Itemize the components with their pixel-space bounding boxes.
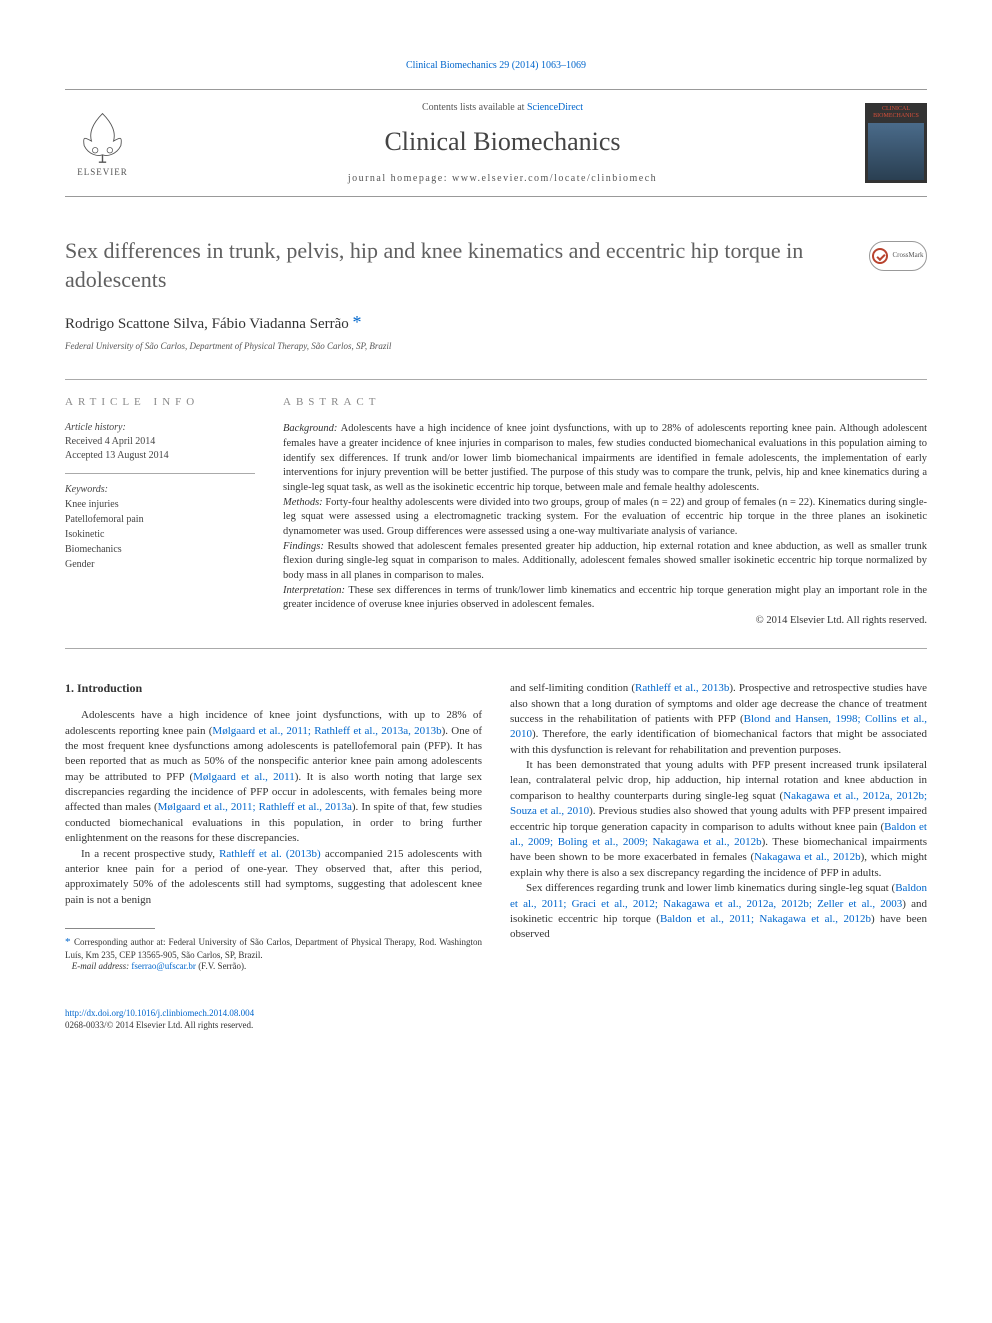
keyword-item: Isokinetic (65, 527, 255, 542)
findings-label: Findings: (283, 541, 324, 552)
email-label: E-mail address: (72, 961, 129, 971)
history-label: Article history: (65, 422, 255, 433)
masthead: ELSEVIER Contents lists available at Sci… (65, 89, 927, 197)
intro-para-4: Sex differences regarding trunk and lowe… (510, 881, 927, 943)
keywords-label: Keywords: (65, 484, 255, 495)
citation-link[interactable]: Mølgaard et al., 2011; Rathleff et al., … (212, 725, 441, 737)
journal-name: Clinical Biomechanics (140, 127, 865, 157)
citation-link[interactable]: Mølgaard et al., 2011; Rathleff et al., … (158, 801, 352, 813)
rp1-text: and self-limiting condition ( (510, 682, 635, 694)
email-link[interactable]: fserrao@ufscar.br (131, 961, 196, 971)
p2-text: In a recent prospective study, (81, 848, 219, 860)
footnote-text: Corresponding author at: Federal Univers… (65, 937, 482, 959)
homepage-prefix: journal homepage: (348, 173, 452, 184)
accepted-date: Accepted 13 August 2014 (65, 449, 255, 463)
crossmark-icon (872, 248, 888, 264)
abstract-heading: abstract (283, 396, 927, 408)
rp1-text: ). Therefore, the early identification o… (510, 728, 927, 755)
citation-link[interactable]: Nakagawa et al., 2012b (754, 851, 860, 863)
intro-para-cont: and self-limiting condition (Rathleff et… (510, 681, 927, 758)
page-footer: http://dx.doi.org/10.1016/j.clinbiomech.… (65, 1007, 927, 1032)
article-title-text: Sex differences in trunk, pelvis, hip an… (65, 238, 803, 292)
crossmark-label: CrossMark (892, 251, 923, 260)
abstract-copyright: © 2014 Elsevier Ltd. All rights reserved… (283, 615, 927, 626)
interpretation-text: These sex differences in terms of trunk/… (283, 585, 927, 611)
journal-citation-link[interactable]: Clinical Biomechanics 29 (2014) 1063–106… (406, 60, 586, 71)
elsevier-tree-icon (75, 109, 130, 164)
intro-heading: 1. Introduction (65, 681, 482, 696)
elsevier-text: ELSEVIER (77, 167, 128, 177)
cover-title: CLINICAL BIOMECHANICS (868, 106, 924, 120)
background-text: Adolescents have a high incidence of kne… (283, 423, 927, 493)
citation-link[interactable]: Rathleff et al. (2013b) (219, 848, 321, 860)
journal-cover-thumbnail: CLINICAL BIOMECHANICS (865, 103, 927, 183)
issn-copyright: 0268-0033/© 2014 Elsevier Ltd. All right… (65, 1020, 253, 1030)
footnote-separator (65, 928, 155, 929)
corresponding-author-mark[interactable]: * (353, 312, 362, 332)
intro-para-3: It has been demonstrated that young adul… (510, 758, 927, 881)
email-footnote: E-mail address: fserrao@ufscar.br (F.V. … (65, 961, 482, 973)
intro-para-1: Adolescents have a high incidence of kne… (65, 708, 482, 847)
elsevier-logo: ELSEVIER (65, 109, 140, 177)
keyword-item: Biomechanics (65, 542, 255, 557)
rp3-text: Sex differences regarding trunk and lowe… (526, 882, 895, 894)
sciencedirect-link[interactable]: ScienceDirect (527, 102, 583, 113)
corresponding-footnote: * Corresponding author at: Federal Unive… (65, 935, 482, 961)
crossmark-badge[interactable]: CrossMark (869, 241, 927, 271)
abstract-methods: Methods: Forty-four healthy adolescents … (283, 496, 927, 540)
email-suffix: (F.V. Serrão). (196, 961, 246, 971)
findings-text: Results showed that adolescent females p… (283, 541, 927, 581)
abstract-findings: Findings: Results showed that adolescent… (283, 540, 927, 584)
methods-text: Forty-four healthy adolescents were divi… (283, 497, 927, 537)
interpretation-label: Interpretation: (283, 585, 345, 596)
background-label: Background: (283, 423, 337, 434)
abstract-interpretation: Interpretation: These sex differences in… (283, 584, 927, 613)
authors-text: Rodrigo Scattone Silva, Fábio Viadanna S… (65, 316, 353, 332)
intro-para-2: In a recent prospective study, Rathleff … (65, 847, 482, 909)
received-date: Received 4 April 2014 (65, 435, 255, 449)
citation-link[interactable]: Mølgaard et al., 2011 (193, 771, 295, 783)
keyword-item: Gender (65, 557, 255, 572)
authors: Rodrigo Scattone Silva, Fábio Viadanna S… (65, 312, 927, 333)
methods-label: Methods: (283, 497, 323, 508)
contents-prefix: Contents lists available at (422, 102, 527, 113)
journal-citation: Clinical Biomechanics 29 (2014) 1063–106… (65, 60, 927, 71)
article-title: Sex differences in trunk, pelvis, hip an… (65, 237, 927, 294)
citation-link[interactable]: Baldon et al., 2011; Nakagawa et al., 20… (660, 913, 871, 925)
abstract-background: Background: Adolescents have a high inci… (283, 422, 927, 495)
citation-link[interactable]: Rathleff et al., 2013b (635, 682, 729, 694)
keyword-item: Knee injuries (65, 497, 255, 512)
keyword-item: Patellofemoral pain (65, 512, 255, 527)
article-info-heading: article info (65, 396, 255, 408)
contents-available: Contents lists available at ScienceDirec… (140, 102, 865, 113)
footnote-mark: * (65, 936, 74, 948)
homepage-url: www.elsevier.com/locate/clinbiomech (452, 173, 657, 184)
affiliation: Federal University of São Carlos, Depart… (65, 341, 927, 351)
doi-link[interactable]: http://dx.doi.org/10.1016/j.clinbiomech.… (65, 1008, 254, 1018)
journal-homepage: journal homepage: www.elsevier.com/locat… (140, 173, 865, 184)
